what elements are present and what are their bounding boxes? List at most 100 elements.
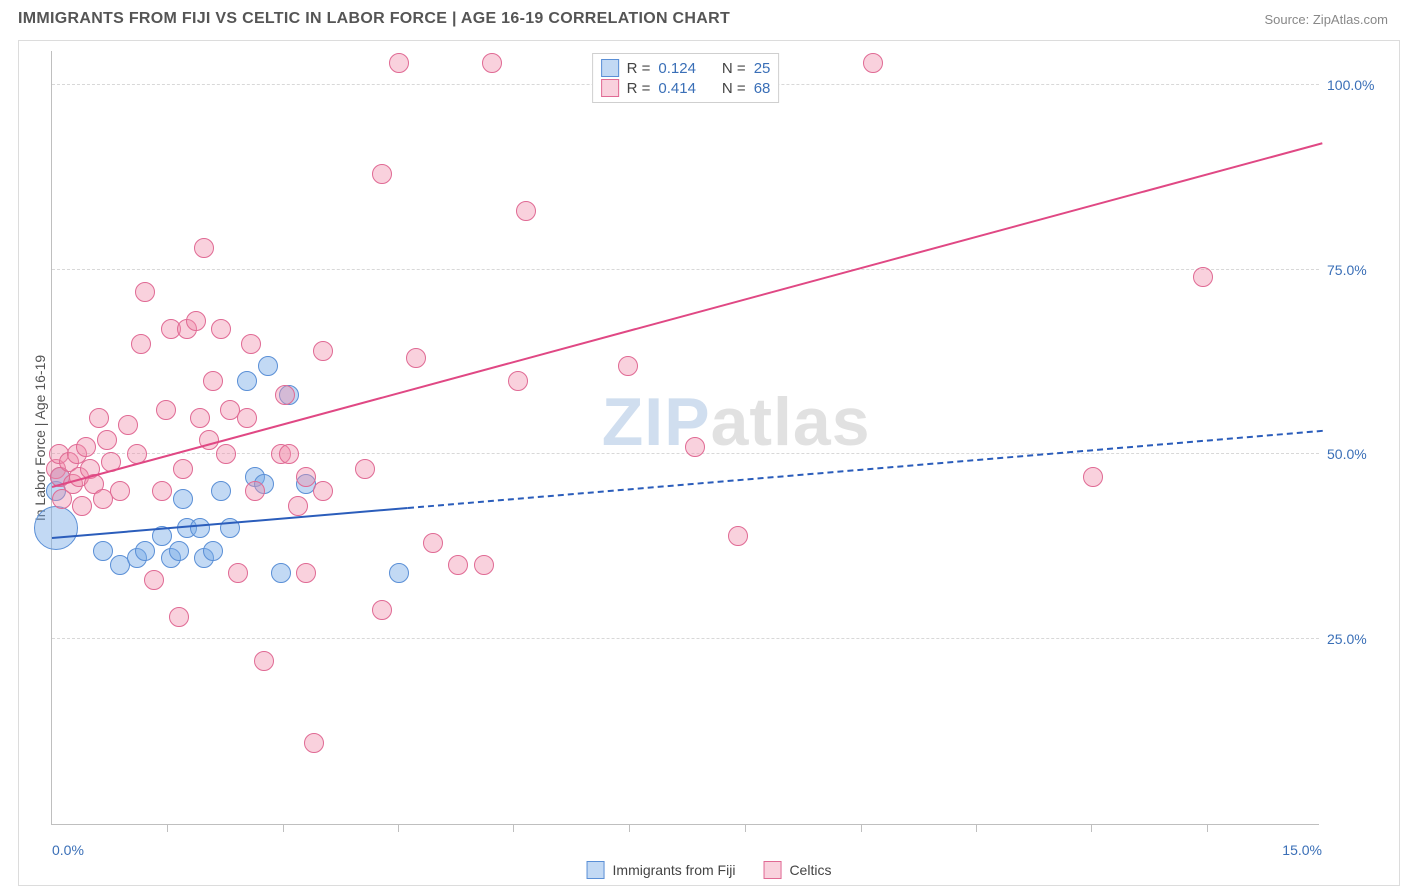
data-point — [131, 334, 151, 354]
stat-row: R = 0.414 N = 68 — [601, 78, 771, 98]
stat-r-label: R = — [627, 60, 651, 77]
data-point — [152, 481, 172, 501]
data-point — [288, 496, 308, 516]
stat-r-value: 0.414 — [658, 80, 696, 97]
data-point — [228, 563, 248, 583]
data-point — [685, 437, 705, 457]
data-point — [97, 430, 117, 450]
data-point — [89, 408, 109, 428]
x-tick-label: 0.0% — [52, 842, 84, 858]
data-point — [245, 481, 265, 501]
trend-line — [408, 430, 1323, 509]
x-tick — [629, 824, 630, 832]
x-tick — [861, 824, 862, 832]
data-point — [296, 563, 316, 583]
watermark: ZIPatlas — [602, 383, 871, 461]
watermark-part2: atlas — [711, 384, 871, 460]
data-point — [135, 541, 155, 561]
legend-swatch — [601, 79, 619, 97]
gridline — [52, 269, 1319, 270]
data-point — [190, 518, 210, 538]
trend-line — [52, 142, 1323, 488]
x-tick — [283, 824, 284, 832]
legend-label: Celtics — [789, 862, 831, 878]
gridline — [52, 638, 1319, 639]
x-tick — [1091, 824, 1092, 832]
data-point — [508, 371, 528, 391]
data-point — [135, 282, 155, 302]
data-point — [211, 481, 231, 501]
data-point — [313, 481, 333, 501]
x-tick — [398, 824, 399, 832]
data-point — [173, 489, 193, 509]
data-point — [279, 444, 299, 464]
data-point — [516, 201, 536, 221]
stat-r-value: 0.124 — [658, 60, 696, 77]
data-point — [76, 437, 96, 457]
data-point — [216, 444, 236, 464]
data-point — [186, 311, 206, 331]
bottom-legend: Immigrants from Fiji Celtics — [587, 861, 832, 879]
x-tick — [745, 824, 746, 832]
data-point — [93, 541, 113, 561]
data-point — [474, 555, 494, 575]
data-point — [728, 526, 748, 546]
data-point — [169, 541, 189, 561]
data-point — [34, 506, 78, 550]
legend-swatch — [763, 861, 781, 879]
y-tick-label: 100.0% — [1327, 77, 1391, 93]
data-point — [618, 356, 638, 376]
data-point — [313, 341, 333, 361]
data-point — [156, 400, 176, 420]
data-point — [1083, 467, 1103, 487]
data-point — [118, 415, 138, 435]
data-point — [194, 238, 214, 258]
data-point — [271, 563, 291, 583]
data-point — [72, 496, 92, 516]
plot-area: In Labor Force | Age 16-19 ZIPatlas 25.0… — [51, 51, 1319, 825]
y-tick-label: 50.0% — [1327, 446, 1391, 462]
chart-source: Source: ZipAtlas.com — [1264, 12, 1388, 27]
data-point — [211, 319, 231, 339]
data-point — [863, 53, 883, 73]
chart-title: IMMIGRANTS FROM FIJI VS CELTIC IN LABOR … — [18, 10, 730, 28]
legend-swatch — [587, 861, 605, 879]
x-tick — [167, 824, 168, 832]
x-tick — [513, 824, 514, 832]
data-point — [173, 459, 193, 479]
legend-label: Immigrants from Fiji — [613, 862, 736, 878]
chart-container: In Labor Force | Age 16-19 ZIPatlas 25.0… — [18, 40, 1400, 886]
stat-row: R =0.124N =25 — [601, 58, 771, 78]
x-tick-label: 15.0% — [1282, 842, 1322, 858]
data-point — [304, 733, 324, 753]
data-point — [482, 53, 502, 73]
data-point — [423, 533, 443, 553]
data-point — [275, 385, 295, 405]
data-point — [355, 459, 375, 479]
stat-n-value: 68 — [754, 80, 771, 97]
data-point — [237, 408, 257, 428]
data-point — [144, 570, 164, 590]
data-point — [448, 555, 468, 575]
data-point — [406, 348, 426, 368]
data-point — [203, 541, 223, 561]
x-tick — [976, 824, 977, 832]
data-point — [169, 607, 189, 627]
data-point — [372, 164, 392, 184]
y-tick-label: 25.0% — [1327, 631, 1391, 647]
data-point — [237, 371, 257, 391]
data-point — [1193, 267, 1213, 287]
x-tick — [1207, 824, 1208, 832]
data-point — [241, 334, 261, 354]
data-point — [389, 563, 409, 583]
data-point — [296, 467, 316, 487]
data-point — [258, 356, 278, 376]
y-axis-label: In Labor Force | Age 16-19 — [32, 354, 48, 520]
stat-n-label: N = — [722, 60, 746, 77]
stat-r-label: R = — [627, 80, 651, 97]
y-tick-label: 75.0% — [1327, 262, 1391, 278]
data-point — [203, 371, 223, 391]
stat-n-label: N = — [722, 80, 746, 97]
stat-box: R =0.124N =25R =0.414N =68 — [592, 53, 780, 103]
legend-swatch — [601, 59, 619, 77]
